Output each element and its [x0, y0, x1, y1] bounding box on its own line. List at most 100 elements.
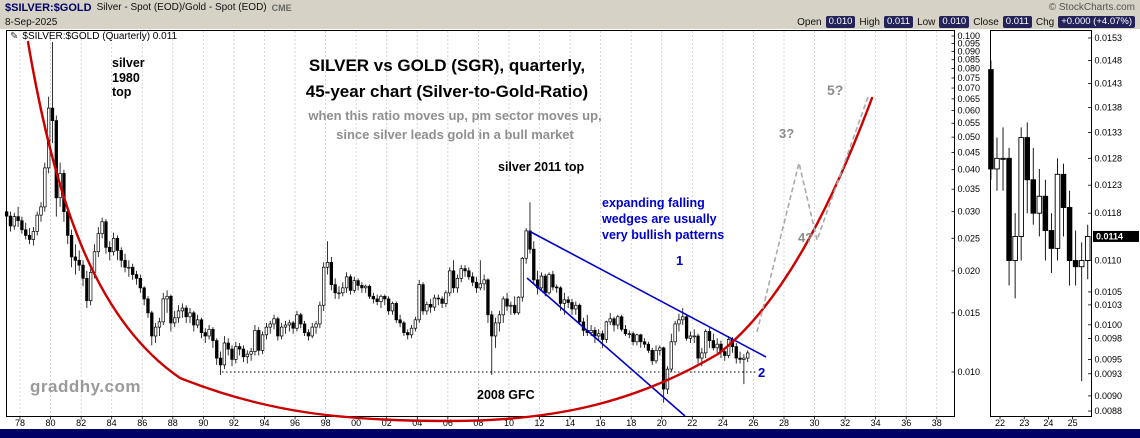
chg-value: +0.000 (+4.07%) [1058, 16, 1135, 28]
annotation-pencil-icon: ✎ [10, 31, 19, 42]
svg-text:0.0123: 0.0123 [1095, 180, 1123, 190]
chart-series-label: ✎ $SILVER:$GOLD (Quarterly) 0.011 [10, 31, 177, 42]
exchange-label: CME [271, 2, 292, 13]
svg-text:18: 18 [626, 418, 636, 428]
svg-text:28: 28 [779, 418, 789, 428]
svg-text:0.0093: 0.0093 [1095, 369, 1123, 379]
svg-text:98: 98 [321, 418, 331, 428]
svg-text:0.0148: 0.0148 [1095, 55, 1123, 65]
chart-series-label-text: $SILVER:$GOLD (Quarterly) 0.011 [22, 31, 178, 42]
watermark-graddhy: graddhy.com [30, 377, 141, 396]
chart-title: SILVER vs GOLD (SGR), quarterly, 45-year… [305, 56, 589, 101]
svg-text:00: 00 [351, 418, 361, 428]
svg-text:0.0110: 0.0110 [1095, 256, 1122, 266]
svg-text:84: 84 [107, 418, 117, 428]
svg-text:0.035: 0.035 [958, 184, 981, 194]
chart-header: $SILVER:$GOLD Silver - Spot (EOD)/Gold -… [0, 0, 1140, 15]
svg-text:0.0114: 0.0114 [1096, 231, 1123, 241]
svg-text:22: 22 [687, 418, 697, 428]
open-label: Open [797, 16, 822, 28]
svg-text:0.085: 0.085 [958, 55, 981, 65]
svg-text:30: 30 [810, 418, 820, 428]
svg-text:25: 25 [1068, 418, 1078, 428]
svg-text:24: 24 [1043, 418, 1053, 428]
svg-text:94: 94 [259, 418, 269, 428]
svg-text:0.0088: 0.0088 [1095, 406, 1123, 416]
annotation-wedge-note: expanding falling wedges are usually ver… [602, 196, 725, 242]
svg-text:0.020: 0.020 [958, 266, 981, 276]
high-label: High [859, 16, 880, 28]
chg-label: Chg [1035, 16, 1055, 28]
svg-text:0.0138: 0.0138 [1095, 103, 1123, 113]
svg-text:0.0118: 0.0118 [1095, 208, 1122, 218]
svg-text:0.0105: 0.0105 [1095, 287, 1123, 297]
svg-text:0.0098: 0.0098 [1095, 333, 1123, 343]
svg-text:0.055: 0.055 [958, 118, 981, 128]
low-label: Low [917, 16, 936, 28]
svg-text:0.010: 0.010 [958, 367, 981, 377]
svg-text:38: 38 [932, 418, 942, 428]
svg-text:0.0153: 0.0153 [1095, 33, 1123, 43]
svg-text:26: 26 [748, 418, 758, 428]
svg-text:0.0133: 0.0133 [1095, 127, 1123, 137]
svg-text:96: 96 [290, 418, 300, 428]
annotation-2008-gfc: 2008 GFC [477, 388, 535, 402]
close-value: 0.011 [1002, 16, 1032, 28]
svg-text:0.030: 0.030 [958, 207, 981, 217]
ticker-symbol: $SILVER:$GOLD [5, 1, 92, 14]
svg-text:86: 86 [137, 418, 147, 428]
svg-text:20: 20 [657, 418, 667, 428]
svg-text:08: 08 [473, 418, 483, 428]
svg-text:36: 36 [901, 418, 911, 428]
close-label: Close [973, 16, 999, 28]
stockcharts-copyright-link[interactable]: © StockCharts.com [1048, 2, 1135, 13]
wave-label-1: 1 [676, 253, 684, 268]
wave-label-5: 5? [827, 82, 844, 98]
svg-text:12: 12 [535, 418, 545, 428]
svg-text:14: 14 [565, 418, 575, 428]
wave-label-3: 3? [779, 126, 795, 141]
svg-text:32: 32 [840, 418, 850, 428]
svg-text:04: 04 [412, 418, 422, 428]
svg-text:0.0143: 0.0143 [1095, 79, 1123, 89]
svg-text:80: 80 [46, 418, 56, 428]
svg-text:23: 23 [1019, 418, 1029, 428]
svg-text:78: 78 [15, 418, 25, 428]
svg-text:0.100: 0.100 [958, 31, 981, 41]
svg-text:0.060: 0.060 [958, 106, 981, 116]
high-value: 0.011 [883, 16, 914, 28]
annotation-silver-2011-top: silver 2011 top [498, 160, 585, 174]
svg-text:82: 82 [76, 418, 86, 428]
svg-text:0.095: 0.095 [958, 38, 981, 48]
svg-text:0.025: 0.025 [958, 233, 981, 243]
ohlc-quote: Open 0.010 High 0.011 Low 0.010 Close 0.… [797, 16, 1135, 28]
svg-text:0.075: 0.075 [958, 73, 981, 83]
svg-text:0.050: 0.050 [958, 132, 981, 142]
svg-text:0.080: 0.080 [958, 64, 981, 74]
svg-text:16: 16 [596, 418, 606, 428]
svg-text:0.0103: 0.0103 [1095, 300, 1123, 310]
ticker-description: Silver - Spot (EOD)/Gold - Spot (EOD) [96, 2, 267, 13]
low-value: 0.010 [939, 16, 970, 28]
open-value: 0.010 [825, 16, 856, 28]
quote-bar: 8-Sep-2025 Open 0.010 High 0.011 Low 0.0… [0, 15, 1140, 29]
svg-text:06: 06 [443, 418, 453, 428]
svg-text:10: 10 [504, 418, 514, 428]
wave-label-2: 2 [758, 365, 766, 380]
svg-text:02: 02 [382, 418, 392, 428]
svg-text:88: 88 [168, 418, 178, 428]
svg-text:24: 24 [718, 418, 728, 428]
svg-text:0.070: 0.070 [958, 83, 981, 93]
svg-text:0.045: 0.045 [958, 148, 981, 158]
svg-text:0.0090: 0.0090 [1095, 391, 1123, 401]
svg-text:0.0095: 0.0095 [1095, 354, 1123, 364]
svg-text:0.0128: 0.0128 [1095, 153, 1123, 163]
wave-label-4: 4? [798, 230, 814, 245]
svg-text:0.090: 0.090 [958, 46, 981, 56]
svg-text:0.040: 0.040 [958, 165, 981, 175]
annotation-silver-1980-top: silver 1980 top [112, 56, 145, 99]
svg-text:22: 22 [995, 418, 1005, 428]
svg-text:34: 34 [871, 418, 881, 428]
svg-text:0.015: 0.015 [958, 308, 981, 318]
